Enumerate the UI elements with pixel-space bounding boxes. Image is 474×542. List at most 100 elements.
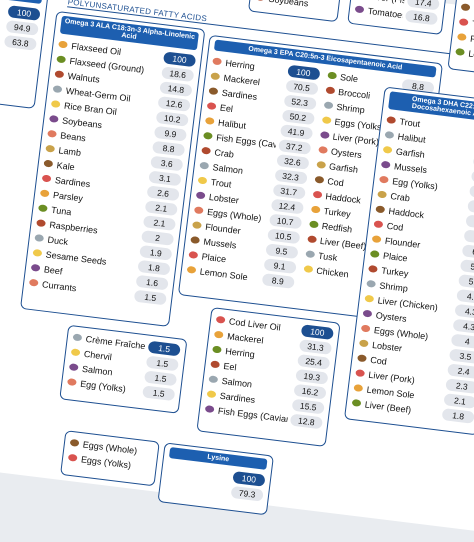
spacer: [0, 9, 5, 11]
value-pill: 63.8: [3, 34, 38, 51]
food-icon: [206, 102, 217, 111]
food-icon: [36, 219, 46, 228]
item-row: Lobster: [455, 44, 474, 68]
food-icon: [357, 354, 367, 363]
food-icon: [362, 309, 373, 318]
food-icon: [455, 47, 465, 56]
food-icon: [212, 345, 222, 354]
food-icon: [304, 250, 315, 259]
food-icon: [28, 278, 39, 287]
food-icon: [208, 375, 219, 384]
food-icon: [377, 190, 387, 199]
food-icon: [206, 390, 217, 399]
food-icon: [204, 116, 215, 125]
food-icon: [351, 398, 362, 407]
food-icon: [197, 176, 208, 185]
food-icon: [188, 250, 199, 259]
food-icon: [368, 264, 378, 273]
food-name: Lobster: [467, 47, 474, 62]
food-icon: [54, 70, 65, 79]
food-icon: [199, 161, 210, 170]
food-icon: [210, 360, 221, 369]
food-icon: [41, 174, 52, 183]
food-icon: [204, 405, 215, 414]
food-icon: [319, 130, 330, 140]
value-pill: 8.9: [261, 272, 295, 289]
food-icon: [458, 18, 469, 27]
item-list: Cod Liver Oil 100 Mackerel 31.3 Herring 25.4 E…: [204, 312, 335, 431]
food-icon: [212, 57, 222, 66]
food-icon: [355, 369, 366, 378]
spacer: [0, 23, 3, 25]
food-icon: [312, 190, 323, 199]
food-icon: [308, 220, 319, 229]
value-pill: 12.8: [289, 413, 324, 429]
food-icon: [386, 116, 397, 125]
value-pill: 1.8: [441, 407, 474, 424]
food-icon: [70, 348, 81, 357]
food-icon: [317, 145, 328, 154]
food-icon: [314, 175, 324, 184]
food-icon: [43, 159, 54, 168]
panel: Crème Fraîche 1.5 Chervil 1.5 Salmon 1.5 Egg (…: [59, 324, 188, 414]
food-icon: [67, 453, 78, 462]
food-icon: [50, 100, 61, 109]
food-icon: [369, 250, 380, 259]
food-icon: [52, 85, 63, 94]
food-icon: [456, 33, 467, 42]
food-icon: [358, 339, 369, 348]
food-icon: [58, 40, 68, 49]
value-pill: 79.3: [230, 485, 264, 502]
food-icon: [380, 160, 391, 169]
food-icon: [192, 221, 202, 230]
item-list: Eggs (Whole) Eggs (Yolks): [67, 435, 153, 475]
food-icon: [321, 116, 332, 125]
panel: Eggs (Whole) Eggs (Yolks): [60, 430, 160, 487]
spacer: [166, 483, 229, 491]
food-icon: [353, 384, 364, 393]
food-icon: [323, 101, 333, 110]
food-icon: [203, 131, 213, 140]
item-list: Crème Fraîche 1.5 Chervil 1.5 Salmon 1.5 Egg (…: [67, 329, 182, 402]
spacer: [0, 38, 2, 40]
food-icon: [72, 333, 83, 342]
value-pill: 1.5: [142, 384, 176, 401]
food-icon: [306, 235, 317, 244]
food-icon: [38, 204, 48, 213]
spacer: [168, 468, 231, 476]
panel: Omega 3 ALA C18:3n-3 Alpha-Linolenic Aci…: [19, 10, 206, 327]
food-icon: [366, 279, 377, 288]
panel: uric Acid10094.963.8: [0, 0, 50, 109]
food-icon: [360, 324, 371, 333]
value-pill: 1.5: [133, 289, 167, 305]
food-icon: [382, 145, 393, 154]
food-icon: [30, 263, 41, 272]
page: POLYUNSATURATED FATTY ACIDS uric Acid100…: [0, 0, 474, 531]
food-icon: [354, 5, 365, 14]
food-icon: [186, 265, 197, 274]
food-icon: [208, 87, 219, 96]
food-icon: [460, 3, 471, 12]
food-icon: [384, 130, 395, 139]
food-icon: [193, 206, 204, 215]
food-icon: [195, 191, 206, 200]
food-icon: [315, 160, 326, 169]
food-name: Soybeans: [268, 0, 310, 9]
value-pill: 16.8: [404, 9, 439, 25]
food-icon: [213, 330, 224, 339]
food-icon: [69, 438, 80, 447]
food-icon: [68, 363, 79, 372]
food-icon: [56, 55, 67, 64]
food-icon: [371, 235, 382, 244]
food-name: Tomatoes: [367, 5, 404, 20]
poster: POLYUNSATURATED FATTY ACIDS uric Acid100…: [0, 0, 474, 531]
food-icon: [47, 129, 57, 138]
item-row: Soybeans: [255, 0, 334, 14]
food-icon: [34, 233, 45, 243]
